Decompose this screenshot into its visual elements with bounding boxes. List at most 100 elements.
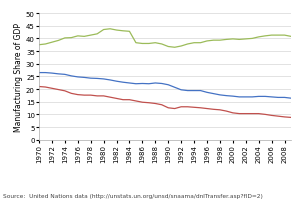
Australia (108, 96, 112, 99)
Text: Source:  United Nations data (http://unstats.un.org/unsd/snaama/dnlTransfer.asp?: Source: United Nations data (http://unst… (3, 193, 263, 198)
Australia (102, 95, 105, 98)
Australia (115, 98, 118, 100)
World (231, 95, 235, 98)
World (102, 78, 105, 81)
World (192, 90, 196, 92)
World (238, 96, 241, 99)
China (160, 44, 164, 46)
China (102, 29, 105, 32)
Australia (44, 86, 47, 89)
China (250, 38, 254, 40)
World (199, 90, 202, 92)
Australia (173, 108, 176, 110)
China (289, 36, 293, 38)
Australia (82, 94, 86, 97)
China (95, 33, 99, 36)
China (141, 43, 144, 45)
China (154, 42, 157, 45)
China (276, 35, 280, 37)
China (63, 37, 67, 40)
China (147, 43, 151, 45)
Australia (57, 89, 60, 91)
China (218, 40, 222, 42)
China (205, 41, 209, 43)
World (263, 96, 267, 98)
World (95, 78, 99, 80)
Australia (128, 99, 131, 101)
Australia (95, 95, 99, 98)
World (63, 74, 67, 76)
China (115, 30, 118, 32)
World (115, 81, 118, 83)
Australia (263, 114, 267, 116)
World (44, 72, 47, 74)
China (238, 39, 241, 41)
World (276, 97, 280, 99)
China (167, 46, 170, 48)
China (57, 40, 60, 42)
China (257, 36, 260, 39)
China (134, 42, 138, 45)
China (37, 44, 41, 47)
World (289, 97, 293, 100)
Australia (147, 102, 151, 104)
World (173, 87, 176, 89)
Australia (134, 100, 138, 103)
Australia (212, 109, 215, 111)
Australia (63, 90, 67, 93)
China (44, 44, 47, 46)
World (205, 92, 209, 94)
World (212, 93, 215, 95)
Australia (218, 109, 222, 111)
Australia (283, 116, 286, 119)
Line: World: World (39, 73, 291, 99)
World (57, 73, 60, 76)
Australia (154, 103, 157, 105)
China (121, 30, 125, 33)
Australia (199, 107, 202, 109)
Australia (257, 113, 260, 115)
World (257, 96, 260, 98)
World (141, 83, 144, 85)
China (50, 42, 54, 44)
World (82, 77, 86, 79)
World (225, 95, 228, 97)
World (167, 84, 170, 87)
World (186, 90, 189, 92)
China (244, 39, 247, 41)
Australia (89, 94, 92, 97)
China (263, 35, 267, 38)
Australia (205, 108, 209, 110)
Australia (50, 88, 54, 90)
China (173, 47, 176, 49)
Australia (160, 104, 164, 106)
China (179, 46, 183, 48)
Australia (141, 102, 144, 104)
World (244, 96, 247, 99)
World (89, 78, 92, 80)
China (231, 39, 235, 41)
Australia (244, 113, 247, 115)
China (212, 40, 215, 42)
China (89, 35, 92, 37)
Australia (192, 107, 196, 109)
World (37, 72, 41, 74)
China (199, 42, 202, 45)
Australia (186, 106, 189, 108)
Australia (37, 86, 41, 88)
World (218, 94, 222, 97)
World (76, 76, 80, 79)
Australia (225, 110, 228, 113)
Australia (270, 115, 273, 117)
World (283, 97, 286, 99)
Australia (289, 117, 293, 119)
Australia (76, 94, 80, 96)
World (134, 83, 138, 86)
China (283, 35, 286, 37)
Australia (70, 93, 73, 95)
China (270, 35, 273, 37)
Australia (167, 107, 170, 109)
China (225, 39, 228, 41)
China (70, 37, 73, 40)
Y-axis label: Manufacturing Share of GDP: Manufacturing Share of GDP (14, 23, 23, 131)
